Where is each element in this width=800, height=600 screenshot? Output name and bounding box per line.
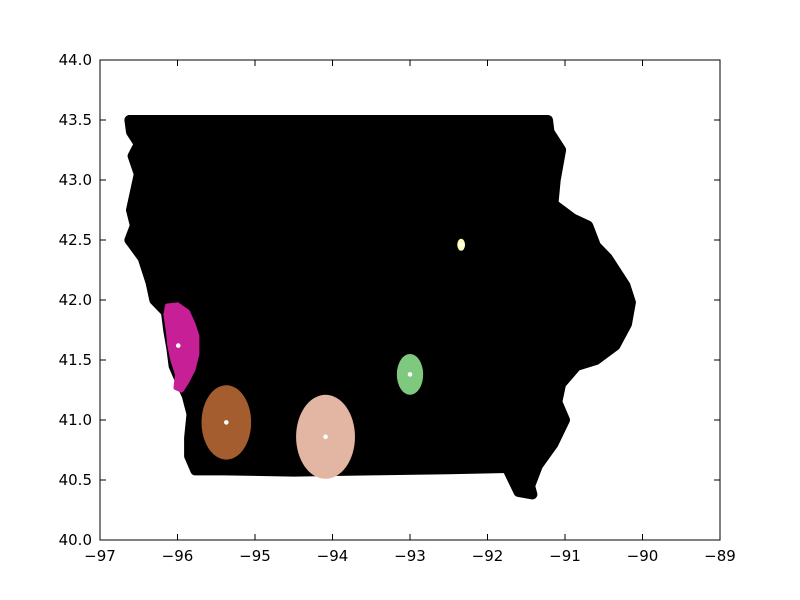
y-tick-label: 44.0 [59,51,92,69]
x-tick-label: −91 [549,547,581,565]
axes-frame [99,59,721,541]
y-tick-label: 41.5 [59,351,92,369]
cluster-5-centroid [458,242,464,248]
cluster-3-centroid [323,434,328,440]
y-tick-label: 43.0 [59,171,92,189]
x-tick-label: −95 [239,547,271,565]
cluster-4-centroid [407,372,413,377]
background-points-region [124,115,636,500]
x-tick-label: −93 [394,547,426,565]
y-tick-label: 42.5 [59,231,92,249]
cluster-1-centroid [175,343,181,348]
y-tick-label: 40.0 [59,531,92,549]
y-tick-label: 41.0 [59,411,92,429]
x-tick-label: −97 [84,547,116,565]
y-tick-label: 43.5 [59,111,92,129]
y-tick-label: 40.5 [59,471,92,489]
x-tick-label: −92 [472,547,504,565]
x-tick-label: −90 [627,547,659,565]
x-tick-label: −96 [162,547,194,565]
x-tick-label: −94 [317,547,349,565]
x-tick-label: −89 [704,547,736,565]
axis-ticks: −97 −96 −95 −94 −93 −92 −91 −90 −89 40.0 40.5 41.0 4… [59,51,736,565]
plot-area [124,115,636,500]
y-tick-label: 42.0 [59,291,92,309]
cluster-2-centroid [224,420,229,425]
cluster-1-points [163,302,200,393]
